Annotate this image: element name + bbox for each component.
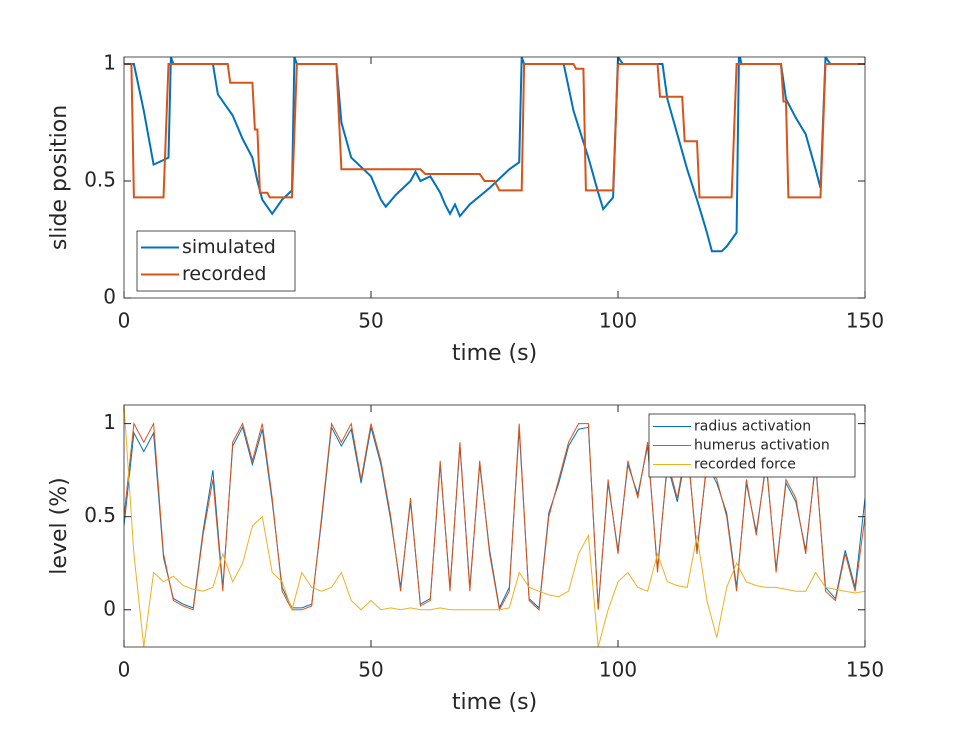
y-tick-label: 0.5 xyxy=(84,168,116,192)
legend-label: humerus activation xyxy=(694,438,830,454)
series-line xyxy=(124,57,865,253)
legend-label: simulated xyxy=(182,236,276,258)
y-tick-label: 1 xyxy=(103,410,116,434)
axes-box xyxy=(123,404,866,648)
y-tick-label: 1 xyxy=(103,51,116,75)
series-line xyxy=(124,405,865,647)
y-tick-label: 0 xyxy=(103,285,116,309)
y-axis-label: level (%) xyxy=(47,477,72,574)
x-tick-label: 50 xyxy=(358,309,383,333)
series-line xyxy=(124,421,865,612)
axes-box xyxy=(123,56,866,299)
legend-label: radius activation xyxy=(694,419,811,435)
y-tick-label: 0.5 xyxy=(84,503,116,527)
x-tick-label: 0 xyxy=(118,658,131,682)
y-axis-label: slide position xyxy=(47,105,72,250)
x-axis-label: time (s) xyxy=(452,341,537,366)
x-tick-label: 150 xyxy=(846,658,884,682)
legend-box xyxy=(648,413,856,478)
x-tick-label: 100 xyxy=(599,658,637,682)
x-tick-label: 50 xyxy=(358,658,383,682)
x-axis-label: time (s) xyxy=(452,690,537,715)
legend-label: recorded xyxy=(182,263,266,285)
legend-box xyxy=(136,230,296,292)
x-tick-label: 0 xyxy=(118,309,131,333)
x-tick-label: 150 xyxy=(846,309,884,333)
x-tick-label: 100 xyxy=(599,309,637,333)
y-tick-label: 0 xyxy=(103,596,116,620)
series-line xyxy=(124,63,865,199)
legend-label: recorded force xyxy=(694,457,796,473)
